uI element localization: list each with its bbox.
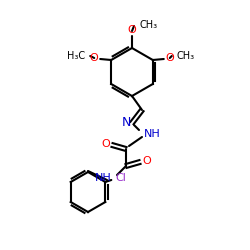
Text: O: O (90, 53, 98, 63)
Text: O: O (128, 25, 136, 35)
Text: NH: NH (95, 173, 112, 183)
Text: O: O (101, 139, 110, 149)
Text: Cl: Cl (115, 173, 126, 183)
Text: NH: NH (144, 129, 161, 139)
Text: O: O (166, 53, 174, 63)
Text: H₃C: H₃C (67, 51, 85, 61)
Text: CH₃: CH₃ (177, 51, 195, 61)
Text: O: O (142, 156, 151, 166)
Text: N: N (122, 116, 131, 130)
Text: CH₃: CH₃ (139, 20, 157, 30)
